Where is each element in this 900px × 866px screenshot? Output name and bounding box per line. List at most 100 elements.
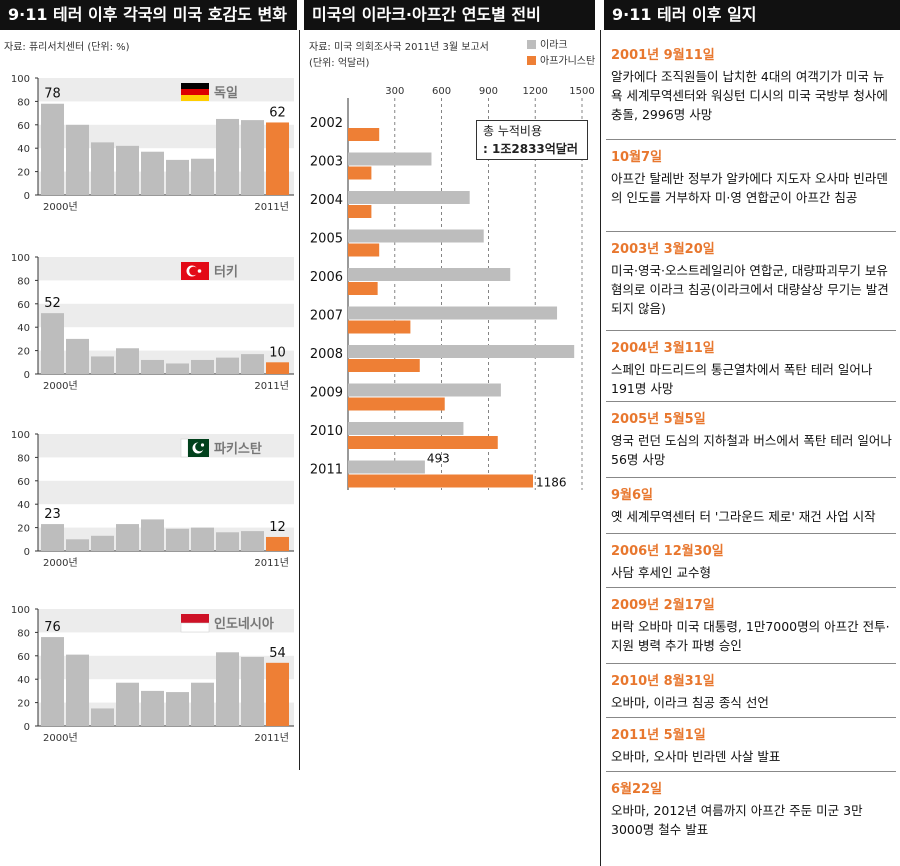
bar: [166, 363, 189, 374]
y-tick-label: 0: [24, 547, 30, 558]
total-cost-box: 총 누적비용 : 1조2833억달러: [476, 120, 588, 160]
middle-panel-header: 미국의 이라크·아프간 연도별 전비: [304, 0, 595, 30]
background-band: [38, 609, 294, 633]
pakistan-flag: [180, 438, 209, 458]
bar-afghanistan: [348, 282, 378, 295]
data-label-afghanistan-2011: 1186: [536, 476, 567, 490]
timeline-event: 2005년 5월5일 영국 런던 도심의 지하철과 버스에서 폭탄 테러 일어나 …: [611, 408, 895, 469]
timeline-separator: [606, 330, 896, 331]
country-name: 독일: [214, 86, 238, 101]
y-tick-label: 100: [11, 605, 30, 616]
y-tick-label: 0: [24, 722, 30, 733]
y-tick-label: 80: [17, 453, 30, 464]
event-description: 옛 세계무역센터 터 '그라운드 제로' 재건 사업 시작: [611, 509, 876, 524]
bar: [141, 690, 164, 726]
event-description: 사담 후세인 교수형: [611, 565, 711, 580]
timeline-separator: [606, 717, 896, 718]
bar: [216, 357, 239, 374]
y-tick-label: 40: [17, 144, 30, 155]
legend-swatch-afghanistan: [527, 56, 536, 65]
middle-source-2: (단위: 억달러): [309, 58, 370, 69]
bar: [241, 120, 264, 195]
bar: [91, 708, 114, 726]
year-label: 2004: [310, 193, 343, 208]
timeline-event: 9월6일 옛 세계무역센터 터 '그라운드 제로' 재건 사업 시작: [611, 484, 895, 526]
bar: [166, 692, 189, 726]
year-label: 2003: [310, 155, 343, 170]
bar-iraq: [348, 383, 501, 397]
bar-iraq: [348, 422, 464, 435]
timeline-separator: [606, 533, 896, 534]
event-date: 2005년 5월5일: [611, 412, 706, 427]
data-label-first: 78: [44, 87, 61, 102]
bar: [141, 151, 164, 195]
timeline-event: 2009년 2월17일 버락 오바마 미국 대통령, 1만7000명의 아프간 전…: [611, 594, 895, 655]
event-date: 2011년 5월1일: [611, 728, 706, 743]
bar-afghanistan: [348, 359, 420, 372]
bar-iraq: [348, 229, 484, 243]
timeline-separator: [606, 771, 896, 772]
x-start-label: 2000년: [43, 380, 78, 392]
year-label: 2009: [310, 386, 343, 401]
y-tick-label: 0: [24, 191, 30, 202]
bar: [66, 338, 89, 374]
y-tick-label: 100: [11, 74, 30, 85]
bar: [141, 359, 164, 374]
data-label-last: 12: [269, 520, 286, 535]
event-description: 미국·영국·오스트레일리아 연합군, 대량파괴무기 보유 혐의로 이라크 침공(…: [611, 263, 889, 316]
left-source: 자료: 퓨리서치센터 (단위: %): [4, 42, 130, 53]
flag-star: [200, 443, 205, 447]
event-description: 아프간 탈레반 정부가 알카에다 지도자 오사마 빈라덴의 인도를 거부하자 미…: [611, 171, 888, 205]
y-tick-label: 20: [17, 347, 30, 358]
x-start-label: 2000년: [43, 732, 78, 744]
x-tick-label: 1200: [522, 86, 547, 97]
data-label-first: 23: [44, 507, 61, 522]
timeline-event: 2001년 9월11일 알카에다 조직원들이 납치한 4대의 여객기가 미국 뉴욕…: [611, 44, 895, 124]
bar: [166, 528, 189, 551]
timeline-event: 2011년 5월1일 오바마, 오사마 빈라덴 사살 발표: [611, 724, 895, 766]
y-tick-label: 80: [17, 628, 30, 639]
bar: [216, 652, 239, 726]
background-band: [38, 434, 294, 458]
bar: [241, 354, 264, 374]
y-tick-label: 100: [11, 253, 30, 264]
bar: [191, 527, 214, 551]
bar: [241, 656, 264, 726]
y-tick-label: 60: [17, 477, 30, 488]
background-band: [38, 480, 294, 505]
bar: [41, 313, 64, 374]
timeline-separator: [606, 663, 896, 664]
left-divider: [299, 30, 300, 770]
year-label: 2011: [310, 463, 343, 478]
total-cost-value: : 1조2833억달러: [483, 142, 578, 156]
y-tick-label: 20: [17, 168, 30, 179]
bar: [216, 118, 239, 195]
event-description: 오바마, 2012년 여름까지 아프간 주둔 미군 3만 3000명 철수 발표: [611, 803, 863, 837]
flag-stripe: [181, 614, 209, 623]
total-cost-label: 총 누적비용: [483, 124, 543, 138]
y-tick-label: 40: [17, 323, 30, 334]
bar: [66, 654, 89, 726]
bar: [191, 359, 214, 374]
timeline-separator: [606, 587, 896, 588]
event-date: 2010년 8월31일: [611, 674, 715, 689]
flag-stripe: [180, 622, 210, 633]
bar-iraq: [348, 306, 558, 320]
event-description: 버락 오바마 미국 대통령, 1만7000명의 아프간 전투·지원 병력 추가 …: [611, 619, 890, 653]
turkey-flag: [181, 262, 209, 280]
y-tick-label: 20: [17, 699, 30, 710]
legend-label-afghanistan: 아프가니스탄: [540, 55, 595, 67]
bar-afghanistan: [348, 436, 498, 449]
x-end-label: 2011년: [254, 380, 289, 392]
y-tick-label: 80: [17, 97, 30, 108]
flag-stripe: [181, 83, 209, 89]
data-label-first: 52: [44, 296, 61, 311]
bar-iraq: [348, 191, 470, 204]
bar-afghanistan: [348, 320, 411, 334]
y-tick-label: 40: [17, 500, 30, 511]
event-description: 알카에다 조직원들이 납치한 4대의 여객기가 미국 뉴욕 세계무역센터와 워싱…: [611, 69, 888, 122]
bar: [216, 532, 239, 551]
bar: [266, 536, 289, 551]
timeline-event: 2010년 8월31일 오바마, 이라크 침공 종식 선언: [611, 670, 895, 712]
